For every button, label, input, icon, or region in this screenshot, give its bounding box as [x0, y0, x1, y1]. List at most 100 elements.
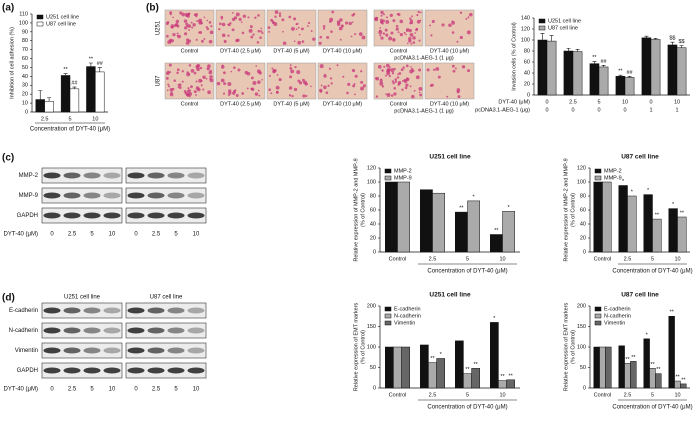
cell — [400, 68, 404, 72]
error-bar — [38, 90, 43, 100]
blot-lane-label: 10 — [193, 232, 200, 238]
cell — [389, 13, 393, 17]
annotation: ** — [625, 357, 630, 363]
bar — [630, 361, 637, 389]
bar — [420, 189, 433, 253]
cell — [244, 70, 249, 75]
cell — [432, 68, 436, 71]
cell — [446, 95, 449, 98]
y-tick-label: 20 — [580, 235, 586, 241]
cell — [165, 22, 169, 26]
legend-label: MMP-2 — [604, 168, 622, 174]
micrograph-caption: DYT-40 (2.5 μM) — [220, 101, 261, 107]
y-tick-label: 0 — [25, 109, 28, 115]
x-tick-label: 0 — [545, 99, 548, 105]
cell — [282, 41, 287, 46]
blot-band — [63, 212, 81, 219]
cell — [410, 42, 413, 45]
x-axis-label: Concentration of DYT-40 (μM) — [427, 405, 507, 411]
cell — [216, 81, 221, 86]
cell — [223, 39, 227, 43]
cell — [231, 28, 235, 32]
cell — [415, 28, 418, 32]
error-bar — [670, 41, 675, 45]
y-tick-label: 20 — [22, 92, 28, 98]
error-bar — [575, 49, 580, 52]
y-tick-label: 20 — [524, 81, 530, 87]
x-row-label: pcDNA3.1-AEG-1 (μg) — [475, 107, 530, 113]
cell — [456, 90, 460, 94]
cell — [409, 17, 412, 20]
cell — [257, 29, 261, 33]
legend-label: Vimentin — [394, 320, 415, 326]
bar — [668, 316, 675, 389]
cell — [261, 32, 264, 35]
cell — [391, 80, 394, 83]
bar — [537, 39, 548, 96]
x-tick-label: 10 — [674, 392, 680, 398]
x-tick-label: 5 — [651, 256, 654, 262]
y-tick-label: 10 — [22, 101, 28, 107]
blot-band — [43, 327, 61, 334]
cell — [418, 68, 422, 72]
x-tick-label: 2.5 — [429, 392, 437, 398]
cell — [176, 32, 179, 35]
cell — [348, 21, 352, 26]
y-tick-label: 40 — [22, 74, 28, 80]
cell — [396, 76, 400, 79]
cell — [354, 74, 358, 78]
blot-band — [167, 347, 185, 354]
y-tick-label: 0 — [373, 385, 376, 391]
x-tick-label: 0 — [649, 99, 652, 105]
blot-row-label: E-cadherin — [9, 308, 38, 314]
cell — [193, 13, 197, 17]
cell — [301, 40, 305, 43]
blot-band — [103, 192, 121, 199]
cell — [195, 86, 200, 91]
blot-band — [127, 327, 145, 334]
cell — [384, 28, 388, 32]
y-tick-label: 60 — [580, 207, 586, 213]
cell — [203, 16, 206, 19]
cell — [386, 67, 391, 72]
cell — [377, 65, 382, 69]
x-tick-label: Control — [594, 392, 612, 398]
cell — [191, 26, 194, 29]
blot-band — [83, 212, 101, 219]
cell — [202, 88, 205, 91]
cell — [336, 22, 341, 27]
cell — [379, 34, 382, 37]
legend-swatch — [384, 306, 392, 312]
blot-band — [103, 327, 121, 334]
blot-lane-label: 5 — [90, 387, 94, 393]
cell — [403, 31, 406, 34]
cell — [345, 21, 349, 25]
blot-band — [167, 327, 185, 334]
y-tick-label: 120 — [367, 165, 376, 171]
blot-band — [147, 347, 165, 354]
cell — [172, 16, 174, 19]
blot-band — [63, 192, 81, 199]
blot-lane-title: DYT-40 (μM) — [4, 232, 38, 238]
blot-band — [103, 367, 121, 374]
cell — [198, 78, 203, 83]
y-tick-label: 200 — [367, 303, 376, 309]
cell — [205, 77, 208, 80]
annotation: * — [493, 316, 496, 322]
cell — [374, 77, 378, 80]
cell — [278, 12, 282, 15]
blot-band — [43, 347, 61, 354]
micrograph-caption: DYT-40 (10 μM) — [323, 48, 362, 54]
cell — [410, 66, 412, 68]
cell — [399, 19, 404, 24]
cell — [203, 38, 206, 40]
cell — [169, 71, 172, 74]
cell — [165, 71, 170, 76]
blot-band — [127, 307, 145, 314]
cell — [193, 71, 197, 75]
bar — [650, 39, 661, 96]
micrograph — [317, 9, 368, 47]
x-tick-label: 10 — [499, 392, 505, 398]
blot-band — [187, 192, 205, 199]
